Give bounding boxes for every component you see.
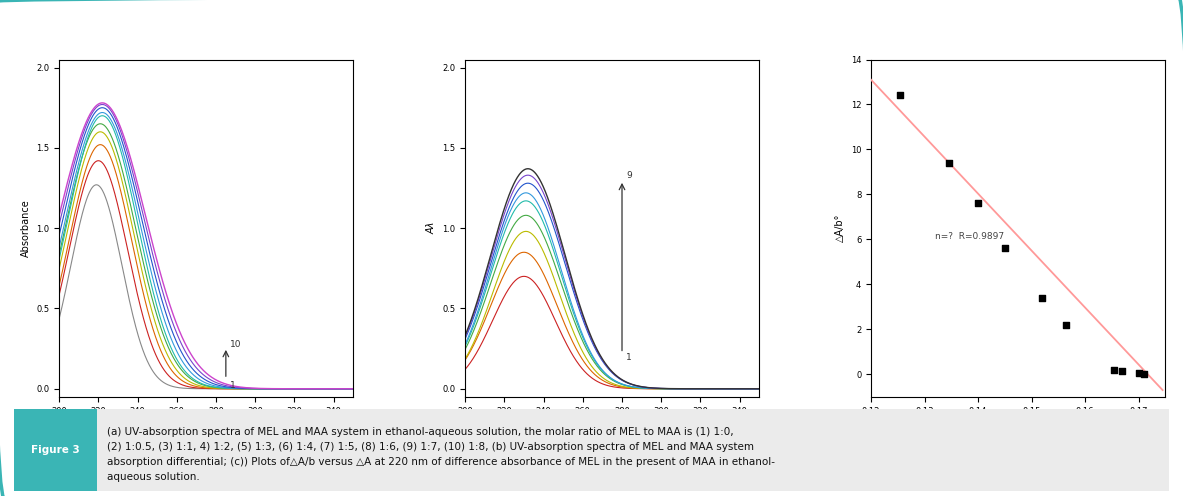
Text: (a): (a) [198,461,215,474]
Point [1105,366,1124,374]
Text: Figure 3: Figure 3 [32,445,80,455]
Text: (a) UV-absorption spectra of MEL and MAA system in ethanol-aqueous solution, the: (a) UV-absorption spectra of MEL and MAA… [106,427,775,482]
Point [969,199,988,207]
Text: 10: 10 [230,340,241,349]
Point [891,92,910,100]
X-axis label: Wavelength（nm）: Wavelength（nm） [569,421,655,431]
X-axis label: △A: △A [1010,421,1026,431]
Point [1113,367,1132,375]
Point [1033,294,1052,302]
Y-axis label: Absorbance: Absorbance [21,199,31,257]
X-axis label: Wavelength（nm）: Wavelength（nm） [163,421,248,431]
Text: 1: 1 [626,354,632,363]
Point [1056,321,1075,329]
Bar [14,409,97,491]
Text: 9: 9 [626,171,632,180]
Point [1134,371,1153,378]
Text: 1: 1 [230,381,235,390]
Text: n=?  R=0.9897: n=? R=0.9897 [936,233,1004,242]
Text: (C): (C) [1009,461,1027,474]
Point [995,245,1014,252]
Y-axis label: △A/b°: △A/b° [835,214,846,243]
Point [1129,369,1148,376]
Point [939,159,958,167]
Text: (b): (b) [603,461,621,474]
Y-axis label: Aλ: Aλ [427,222,437,234]
